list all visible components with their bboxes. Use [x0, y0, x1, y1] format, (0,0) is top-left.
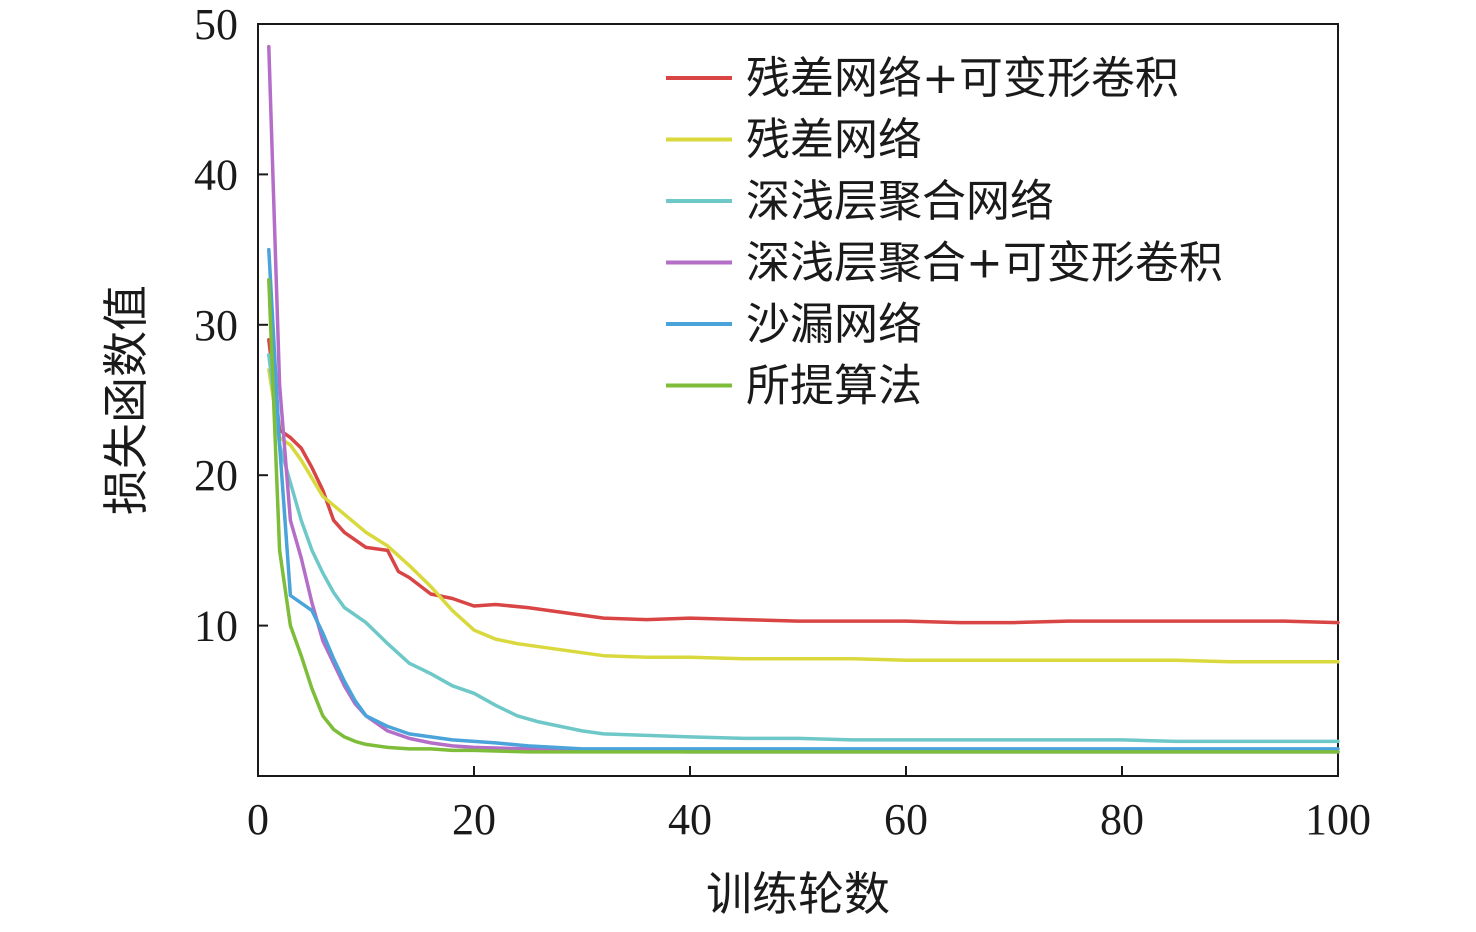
y-tick-label: 30 — [194, 301, 238, 350]
x-tick-label: 80 — [1100, 795, 1144, 844]
x-tick-label: 60 — [884, 795, 928, 844]
series-line-2 — [267, 368, 1340, 664]
legend-label-1: 残差网络+可变形卷积 — [746, 53, 1179, 104]
legend-label-5: 沙漏网络 — [746, 299, 922, 350]
series-line-6 — [267, 277, 1340, 754]
x-tick-label: 0 — [247, 795, 269, 844]
legend-label-4: 深浅层聚合+可变形卷积 — [746, 238, 1223, 289]
x-tick-label: 100 — [1305, 795, 1371, 844]
y-tick-label: 40 — [194, 150, 238, 199]
plot-frame — [257, 23, 1339, 777]
y-axis: 10 20 30 40 50 — [194, 0, 268, 651]
legend-label-6: 所提算法 — [746, 361, 922, 412]
series-line-3 — [267, 353, 1340, 744]
x-tick-label: 40 — [668, 795, 712, 844]
y-tick-label: 20 — [194, 451, 238, 500]
series-lines — [267, 44, 1340, 754]
legend-label-2: 残差网络 — [746, 115, 922, 166]
x-axis: 0 20 40 60 80 100 — [247, 766, 1371, 844]
legend-label-3: 深浅层聚合网络 — [746, 176, 1054, 227]
x-axis-title: 训练轮数 — [706, 867, 890, 921]
series-line-5 — [267, 247, 1340, 751]
x-tick-label: 20 — [452, 795, 496, 844]
y-tick-label: 10 — [194, 602, 238, 651]
y-axis-title: 损失函数值 — [99, 285, 153, 515]
y-tick-label: 50 — [194, 0, 238, 49]
